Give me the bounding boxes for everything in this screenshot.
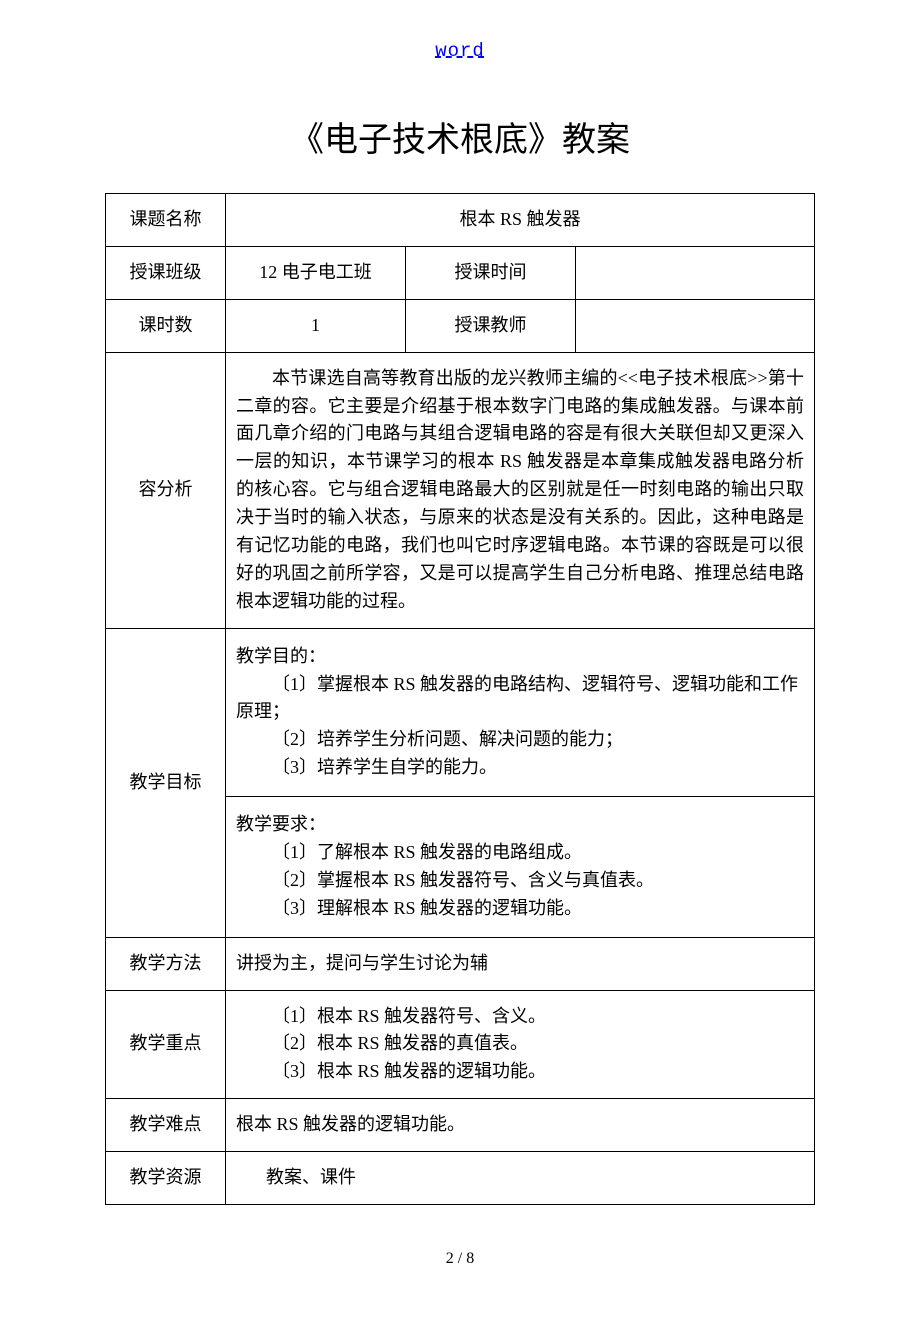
method-label: 教学方法 — [106, 937, 226, 990]
class-value: 12 电子电工班 — [226, 246, 406, 299]
teacher-value — [576, 299, 815, 352]
lesson-plan-table: 课题名称 根本 RS 触发器 授课班级 12 电子电工班 授课时间 课时数 1 … — [105, 193, 815, 1205]
purpose-item-3: 〔3〕培养学生自学的能力。 — [236, 754, 804, 782]
hours-value: 1 — [226, 299, 406, 352]
time-label: 授课时间 — [406, 246, 576, 299]
emphasis-item-2: 〔2〕根本 RS 触发器的真值表。 — [236, 1030, 804, 1058]
emphasis-label: 教学重点 — [106, 990, 226, 1099]
analysis-content: 本节课选自高等教育出版的龙兴教师主编的<<电子技术根底>>第十二章的容。它主要是… — [226, 352, 815, 628]
table-row-resources: 教学资源 教案、课件 — [106, 1152, 815, 1205]
objectives-inner-table: 教学目的： 〔1〕掌握根本 RS 触发器的电路结构、逻辑符号、逻辑功能和工作原理… — [226, 629, 814, 937]
class-label: 授课班级 — [106, 246, 226, 299]
teacher-label: 授课教师 — [406, 299, 576, 352]
table-row-class: 授课班级 12 电子电工班 授课时间 — [106, 246, 815, 299]
topic-label: 课题名称 — [106, 194, 226, 247]
require-title: 教学要求： — [236, 811, 804, 839]
emphasis-item-1: 〔1〕根本 RS 触发器符号、含义。 — [236, 1003, 804, 1031]
page-number: 2 / 8 — [105, 1250, 815, 1268]
hours-label: 课时数 — [106, 299, 226, 352]
table-row-objectives: 教学目标 教学目的： 〔1〕掌握根本 RS 触发器的电路结构、逻辑符号、逻辑功能… — [106, 628, 815, 937]
require-item-3: 〔3〕理解根本 RS 触发器的逻辑功能。 — [236, 895, 804, 923]
table-row-difficulty: 教学难点 根本 RS 触发器的逻辑功能。 — [106, 1099, 815, 1152]
objectives-require: 教学要求： 〔1〕了解根本 RS 触发器的电路组成。 〔2〕掌握根本 RS 触发… — [236, 811, 804, 923]
difficulty-value: 根本 RS 触发器的逻辑功能。 — [226, 1099, 815, 1152]
resources-value: 教案、课件 — [226, 1152, 815, 1205]
emphasis-item-3: 〔3〕根本 RS 触发器的逻辑功能。 — [236, 1058, 804, 1086]
page-header: word — [105, 40, 815, 62]
purpose-item-1: 〔1〕掌握根本 RS 触发器的电路结构、逻辑符号、逻辑功能和工作原理； — [236, 671, 804, 727]
analysis-label: 容分析 — [106, 352, 226, 628]
table-row-analysis: 容分析 本节课选自高等教育出版的龙兴教师主编的<<电子技术根底>>第十二章的容。… — [106, 352, 815, 628]
purpose-item-2: 〔2〕培养学生分析问题、解决问题的能力； — [236, 726, 804, 754]
analysis-text: 本节课选自高等教育出版的龙兴教师主编的<<电子技术根底>>第十二章的容。它主要是… — [236, 365, 804, 616]
table-row-emphasis: 教学重点 〔1〕根本 RS 触发器符号、含义。 〔2〕根本 RS 触发器的真值表… — [106, 990, 815, 1099]
resources-label: 教学资源 — [106, 1152, 226, 1205]
require-item-1: 〔1〕了解根本 RS 触发器的电路组成。 — [236, 839, 804, 867]
header-word-link[interactable]: word — [435, 40, 485, 62]
objectives-require-row: 教学要求： 〔1〕了解根本 RS 触发器的电路组成。 〔2〕掌握根本 RS 触发… — [226, 797, 814, 937]
table-row-topic: 课题名称 根本 RS 触发器 — [106, 194, 815, 247]
document-title: 《电子技术根底》教案 — [105, 112, 815, 161]
topic-value: 根本 RS 触发器 — [226, 194, 815, 247]
method-value: 讲授为主，提问与学生讨论为辅 — [226, 937, 815, 990]
objectives-label: 教学目标 — [106, 628, 226, 937]
time-value — [576, 246, 815, 299]
purpose-title: 教学目的： — [236, 643, 804, 671]
objectives-purpose: 教学目的： 〔1〕掌握根本 RS 触发器的电路结构、逻辑符号、逻辑功能和工作原理… — [236, 643, 804, 782]
table-row-method: 教学方法 讲授为主，提问与学生讨论为辅 — [106, 937, 815, 990]
emphasis-content: 〔1〕根本 RS 触发器符号、含义。 〔2〕根本 RS 触发器的真值表。 〔3〕… — [226, 990, 815, 1099]
objectives-content: 教学目的： 〔1〕掌握根本 RS 触发器的电路结构、逻辑符号、逻辑功能和工作原理… — [226, 628, 815, 937]
require-item-2: 〔2〕掌握根本 RS 触发器符号、含义与真值表。 — [236, 867, 804, 895]
difficulty-label: 教学难点 — [106, 1099, 226, 1152]
table-row-hours: 课时数 1 授课教师 — [106, 299, 815, 352]
objectives-purpose-row: 教学目的： 〔1〕掌握根本 RS 触发器的电路结构、逻辑符号、逻辑功能和工作原理… — [226, 629, 814, 797]
